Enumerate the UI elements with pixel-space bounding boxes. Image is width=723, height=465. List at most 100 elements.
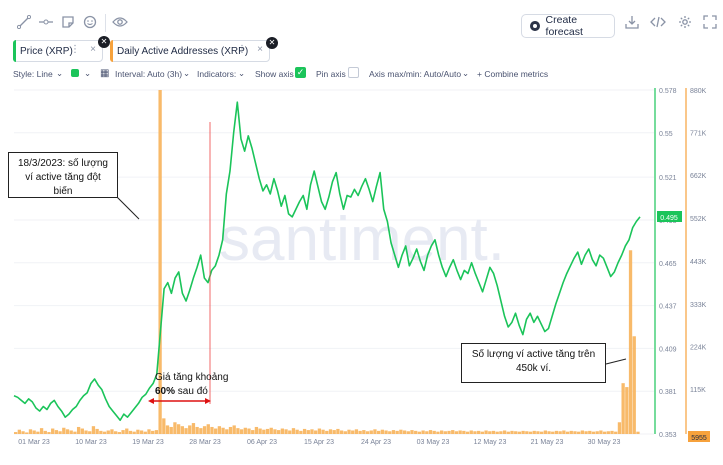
daa-bar — [428, 430, 433, 434]
metric-label-price: Price (XRP) — [20, 45, 73, 57]
daa-bar — [447, 430, 451, 434]
daa-bar — [36, 431, 40, 434]
create-forecast-button[interactable]: Create forecast — [521, 14, 615, 38]
daa-bar — [114, 431, 118, 434]
daa-bar — [154, 430, 159, 434]
wallets-note-line-1: Số lượng ví active tăng trên — [471, 349, 596, 360]
daa-bar — [458, 430, 462, 434]
price-tick-label: 0.55 — [659, 131, 673, 138]
daa-bar — [517, 431, 522, 434]
remove-metric-icon[interactable]: × — [90, 44, 96, 55]
daa-bar — [21, 431, 25, 434]
daa-bar — [336, 428, 340, 434]
price-color-stripe — [13, 40, 16, 62]
pin-axis-checkbox[interactable] — [348, 67, 359, 78]
more-options-icon[interactable]: ⋮ — [237, 44, 247, 55]
daa-bar — [47, 432, 51, 434]
emoji-icon[interactable] — [82, 14, 98, 30]
daa-bar — [284, 429, 288, 434]
daa-bar — [373, 429, 377, 434]
price-axis: 0.5780.550.5210.4930.4650.4370.4090.3810… — [659, 88, 677, 439]
daa-bar — [514, 431, 518, 434]
daa-current-value: 5955 — [691, 435, 707, 442]
daa-bar — [91, 426, 96, 434]
daa-bar — [173, 422, 177, 434]
axis-minmax-select[interactable]: Axis max/min: Auto/Auto — [369, 69, 462, 79]
combine-metrics-button[interactable]: + Combine metrics — [477, 69, 549, 79]
daa-bar — [462, 430, 466, 434]
daa-bar — [406, 431, 410, 434]
daa-bar — [443, 431, 447, 434]
date-tick-label: 10 Mar 23 — [75, 439, 107, 446]
daa-bar — [225, 429, 229, 434]
daa-bar — [276, 430, 281, 434]
toolbar-divider — [105, 14, 106, 32]
remove-metric-icon[interactable]: × — [257, 44, 263, 55]
metric-tab-daa[interactable]: Daily Active Addresses (XRP) ⋮ × — [110, 40, 270, 62]
daa-bar — [32, 430, 36, 434]
daa-bar — [121, 430, 125, 434]
line-tool-icon[interactable] — [16, 14, 32, 30]
daa-bar — [143, 431, 147, 434]
daa-bar — [39, 428, 44, 434]
daa-bar — [176, 424, 181, 434]
daa-bar — [510, 430, 514, 434]
daa-bar — [262, 429, 266, 434]
close-icon[interactable]: ✕ — [98, 36, 110, 48]
daa-bars — [14, 90, 640, 434]
daa-bar — [136, 429, 140, 434]
daa-bar — [569, 430, 573, 434]
daa-bar — [614, 431, 618, 434]
daa-bar — [102, 431, 107, 434]
spike-annotation: 18/3/2023: số lượng ví active tăng đột b… — [8, 152, 118, 198]
date-tick-label: 28 Mar 23 — [189, 439, 221, 446]
eye-icon[interactable] — [112, 14, 128, 30]
daa-bar — [388, 431, 392, 434]
date-tick-label: 21 May 23 — [531, 439, 564, 446]
interval-select[interactable]: Interval: Auto (3h) — [115, 69, 183, 79]
daa-bar — [473, 431, 477, 434]
daa-bar — [73, 431, 77, 434]
price-tick-label: 0.409 — [659, 346, 677, 353]
daa-bar — [414, 430, 418, 434]
daa-tick-label: 662K — [690, 173, 707, 180]
metric-tab-price[interactable]: Price (XRP) ⋮ × — [13, 40, 103, 62]
daa-bar — [573, 431, 577, 434]
daa-bar — [14, 432, 18, 434]
color-swatch[interactable] — [71, 69, 79, 77]
daa-bar — [265, 428, 270, 434]
daa-bar — [302, 428, 307, 434]
daa-bar — [625, 387, 629, 434]
close-icon[interactable]: ✕ — [266, 37, 278, 49]
daa-bar — [58, 431, 62, 434]
price-tick-label: 0.578 — [659, 88, 677, 95]
daa-bar — [158, 90, 162, 434]
download-icon[interactable] — [624, 14, 640, 30]
date-tick-label: 24 Apr 23 — [361, 439, 391, 446]
daa-bar — [536, 431, 540, 434]
wallets-note-line-2: 450k ví. — [515, 363, 552, 374]
indicators-select[interactable]: Indicators: — [197, 69, 237, 79]
daa-bar — [362, 430, 366, 434]
embed-code-icon[interactable] — [650, 14, 666, 30]
daa-bar — [76, 426, 81, 434]
daa-bar — [410, 430, 414, 434]
more-options-icon[interactable]: ⋮ — [70, 44, 80, 55]
metric-label-daa: Daily Active Addresses (XRP) — [117, 45, 249, 57]
chart-settings-bar: Style: Line ⌄ ⌄ ▦ Interval: Auto (3h) ⌄ … — [0, 66, 723, 82]
date-tick-label: 12 May 23 — [474, 439, 507, 446]
daa-bar — [547, 431, 551, 434]
daa-bar — [258, 428, 262, 434]
note-icon[interactable] — [60, 14, 76, 30]
style-select[interactable]: Style: Line — [13, 69, 53, 79]
fullscreen-icon[interactable] — [702, 14, 718, 30]
horizontal-line-icon[interactable] — [38, 14, 54, 30]
settings-icon[interactable] — [677, 14, 693, 30]
price-current-value: 0.495 — [660, 215, 678, 222]
show-axis-checkbox[interactable]: ✓ — [295, 67, 306, 78]
daa-bar — [269, 427, 273, 434]
price-tick-label: 0.521 — [659, 175, 677, 182]
daa-bar — [321, 429, 325, 434]
daa-bar — [291, 428, 296, 434]
daa-bar — [206, 424, 210, 434]
